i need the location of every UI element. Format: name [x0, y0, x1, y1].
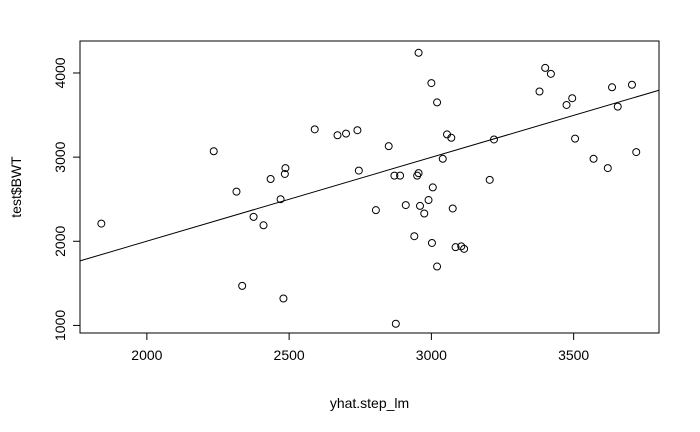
data-point	[420, 209, 429, 218]
plot-box	[79, 40, 660, 334]
data-point	[238, 281, 247, 290]
regression-line	[79, 89, 660, 262]
data-point	[414, 169, 423, 178]
x-tick-label: 3500	[558, 347, 589, 363]
data-point	[259, 221, 268, 230]
data-point	[333, 131, 342, 140]
data-point	[384, 142, 393, 151]
data-point	[428, 183, 437, 192]
data-point	[249, 212, 258, 221]
data-point	[391, 319, 400, 328]
data-point	[438, 154, 447, 163]
data-point	[535, 87, 544, 96]
data-point	[457, 242, 466, 251]
data-point	[433, 98, 442, 107]
data-point	[401, 201, 410, 210]
data-point	[460, 244, 469, 253]
data-point	[266, 175, 275, 184]
x-axis: 2000 2500 3000 3500	[131, 332, 589, 363]
data-point	[427, 238, 436, 247]
y-tick-label: 2000	[52, 225, 68, 256]
data-point	[353, 126, 362, 135]
data-point	[371, 206, 380, 215]
data-point	[416, 201, 425, 210]
y-axis-title: test$BWT	[8, 156, 24, 218]
data-point	[232, 187, 241, 196]
data-point	[97, 219, 106, 228]
data-point	[451, 243, 460, 252]
data-point	[627, 80, 636, 89]
data-point	[427, 79, 436, 88]
data-point	[354, 166, 363, 175]
data-point	[448, 204, 457, 213]
x-tick-label: 3000	[416, 347, 447, 363]
y-axis: 1000 2000 3000 4000	[52, 57, 81, 341]
x-axis-title: yhat.step_lm	[330, 395, 409, 411]
data-point	[279, 294, 288, 303]
data-point	[342, 129, 351, 138]
data-point	[562, 100, 571, 109]
data-point	[485, 175, 494, 184]
y-tick-label: 1000	[52, 310, 68, 341]
data-point	[447, 133, 456, 142]
x-tick-label: 2500	[274, 347, 305, 363]
data-point	[433, 262, 442, 271]
data-point	[410, 232, 419, 241]
data-point	[632, 148, 641, 157]
data-point	[209, 147, 218, 156]
data-point	[568, 94, 577, 103]
data-point	[603, 164, 612, 173]
data-point	[310, 125, 319, 134]
data-point	[571, 134, 580, 143]
data-point	[276, 195, 285, 204]
data-point	[608, 83, 617, 92]
data-point	[589, 154, 598, 163]
data-point	[489, 135, 498, 144]
data-point	[396, 171, 405, 180]
data-point	[414, 48, 423, 57]
data-point	[280, 169, 289, 178]
data-point	[424, 196, 433, 205]
data-point	[613, 102, 622, 111]
data-point	[546, 69, 555, 78]
data-point	[390, 171, 399, 180]
data-point	[541, 63, 550, 72]
y-tick-label: 3000	[52, 141, 68, 172]
x-tick-label: 2000	[131, 347, 162, 363]
data-point	[281, 164, 290, 173]
y-tick-label: 4000	[52, 57, 68, 88]
data-points	[97, 48, 641, 328]
